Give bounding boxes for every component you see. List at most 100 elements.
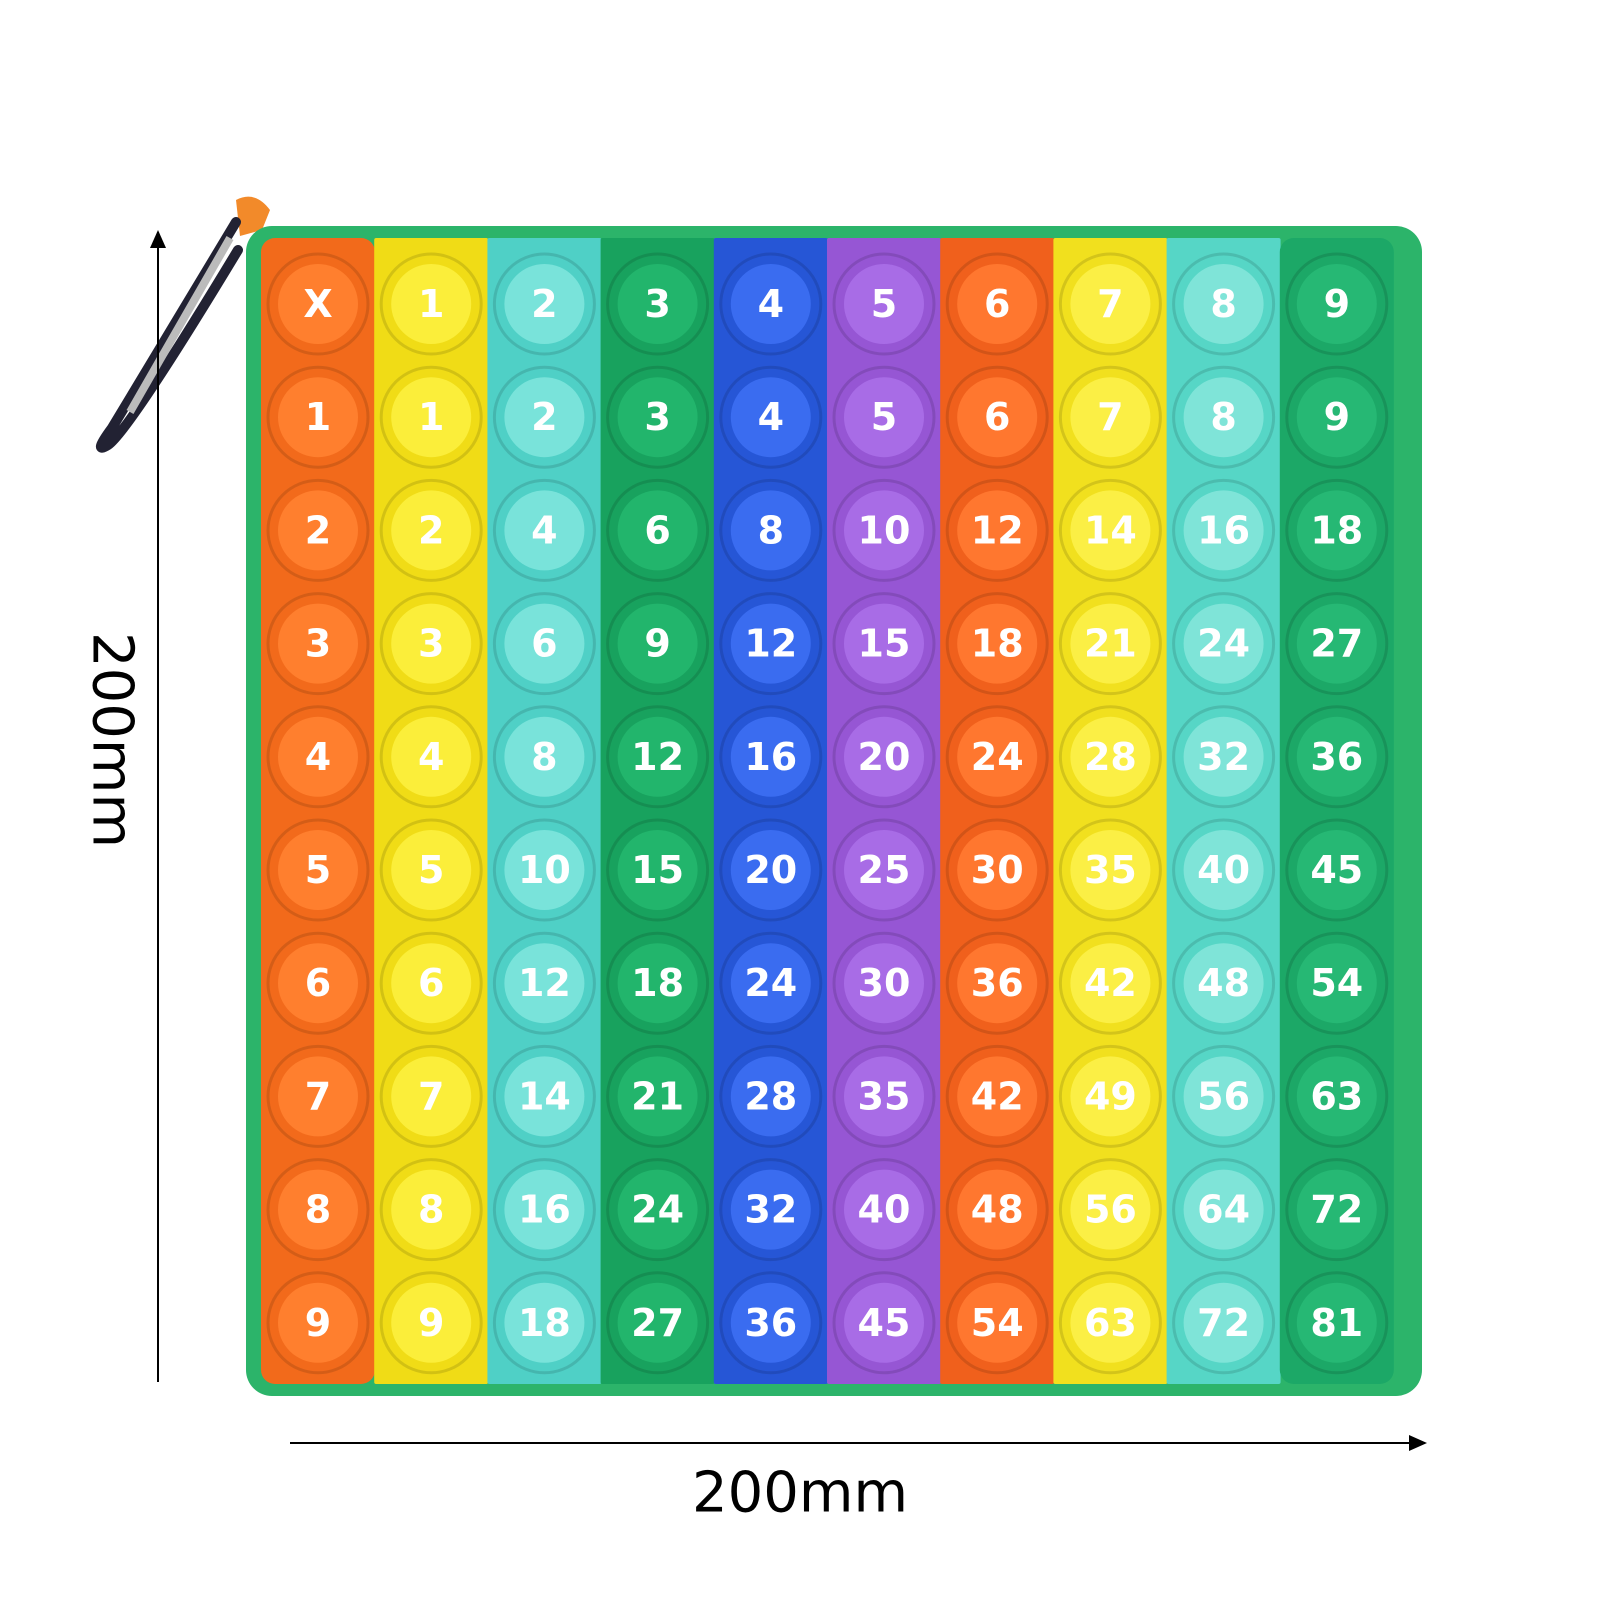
cell-label: 28 xyxy=(1084,735,1137,779)
cell-label: 6 xyxy=(984,395,1010,439)
bubble-top xyxy=(1070,1282,1151,1363)
bubble-top xyxy=(844,830,924,910)
bubble-top xyxy=(278,490,358,571)
cell-label: 14 xyxy=(518,1074,571,1118)
cell-label: 36 xyxy=(971,961,1024,1005)
bubble-top xyxy=(730,716,811,797)
bubble-top xyxy=(957,830,1038,910)
cell-label: 49 xyxy=(1084,1074,1137,1118)
bubble-top xyxy=(504,377,585,458)
cell-label: 8 xyxy=(1210,282,1236,326)
bubble-top xyxy=(1183,943,1264,1024)
bubble-top xyxy=(957,943,1038,1024)
bubble-top xyxy=(957,1169,1038,1250)
cell-label: 2 xyxy=(305,508,331,552)
bubble-top xyxy=(957,1056,1038,1137)
bubble-top xyxy=(504,1056,585,1137)
cell-label: 36 xyxy=(1310,735,1363,779)
bubble-top xyxy=(1296,1282,1377,1363)
cell-label: 8 xyxy=(418,1188,444,1232)
cell-label: 32 xyxy=(1197,735,1250,779)
cell-label: 1 xyxy=(418,282,444,326)
bubble-top xyxy=(1296,603,1377,684)
cell-label: 40 xyxy=(858,1188,911,1232)
bubble-top xyxy=(391,490,472,571)
cell-label: 7 xyxy=(305,1074,331,1118)
bubble-top xyxy=(730,264,811,344)
cell-label: 48 xyxy=(1197,961,1250,1005)
bubble-top xyxy=(1070,1169,1151,1250)
bubble-top xyxy=(617,377,698,458)
bubble-top xyxy=(957,377,1038,458)
cell-label: 35 xyxy=(858,1074,911,1118)
cell-label: 24 xyxy=(971,735,1024,779)
cell-label: X xyxy=(303,282,332,326)
bubble-top xyxy=(1183,1169,1264,1250)
cell-label: 12 xyxy=(971,508,1024,552)
bubble-top xyxy=(1296,716,1377,797)
cell-label: 9 xyxy=(1324,282,1350,326)
bubble-top xyxy=(844,603,924,684)
bubble-top xyxy=(278,830,358,910)
cell-label: 27 xyxy=(631,1301,684,1345)
cell-label: 45 xyxy=(1310,848,1363,892)
bubble-top xyxy=(844,377,924,458)
bubble-top xyxy=(504,490,585,571)
cell-label: 45 xyxy=(858,1301,911,1345)
bubble-top xyxy=(278,1169,358,1250)
cell-label: 56 xyxy=(1084,1188,1137,1232)
cell-label: 18 xyxy=(1310,508,1363,552)
cell-label: 6 xyxy=(531,622,557,666)
bubble-top xyxy=(1296,1169,1377,1250)
cell-label: 30 xyxy=(858,961,911,1005)
bubble-top xyxy=(617,1056,698,1137)
cell-label: 81 xyxy=(1310,1301,1363,1345)
bubble-top xyxy=(391,603,472,684)
bubble-top xyxy=(844,943,924,1024)
cell-label: 42 xyxy=(1084,961,1137,1005)
bubble-top xyxy=(504,603,585,684)
cell-label: 5 xyxy=(418,848,444,892)
cell-label: 4 xyxy=(758,395,784,439)
cell-label: 14 xyxy=(1084,508,1137,552)
bubble-top xyxy=(278,377,358,458)
height-label: 200mm xyxy=(80,632,145,848)
cell-label: 3 xyxy=(305,622,331,666)
bubble-top xyxy=(1296,830,1377,910)
bubble-top xyxy=(1070,943,1151,1024)
bubble-top xyxy=(391,830,472,910)
bubble-top xyxy=(730,1056,811,1137)
bubble-top xyxy=(391,716,472,797)
bubble-top xyxy=(730,377,811,458)
cell-label: 32 xyxy=(744,1188,797,1232)
bubble-top xyxy=(1183,490,1264,571)
bubble-top xyxy=(391,1056,472,1137)
cell-label: 16 xyxy=(744,735,797,779)
cell-label: 12 xyxy=(631,735,684,779)
bubble-top xyxy=(617,1282,698,1363)
cell-label: 18 xyxy=(971,622,1024,666)
bubble-top xyxy=(957,264,1038,344)
cell-label: 16 xyxy=(518,1188,571,1232)
bubble-top xyxy=(844,490,924,571)
cell-label: 36 xyxy=(744,1301,797,1345)
cell-label: 4 xyxy=(305,735,331,779)
bubble-top xyxy=(1296,1056,1377,1137)
cell-label: 4 xyxy=(418,735,444,779)
cell-label: 5 xyxy=(871,395,897,439)
cell-label: 4 xyxy=(758,282,784,326)
cell-label: 7 xyxy=(1097,282,1123,326)
bubble-top xyxy=(1183,1282,1264,1363)
bubble-top xyxy=(1070,830,1151,910)
cell-label: 9 xyxy=(305,1301,331,1345)
bubble-top xyxy=(730,490,811,571)
bubble-top xyxy=(278,264,358,344)
bubble-top xyxy=(278,943,358,1024)
cell-label: 3 xyxy=(644,282,670,326)
bubble-top xyxy=(730,830,811,910)
bubble-top xyxy=(1296,943,1377,1024)
cell-label: 42 xyxy=(971,1074,1024,1118)
cell-label: 21 xyxy=(631,1074,684,1118)
bubble-top xyxy=(730,603,811,684)
cell-label: 54 xyxy=(971,1301,1024,1345)
